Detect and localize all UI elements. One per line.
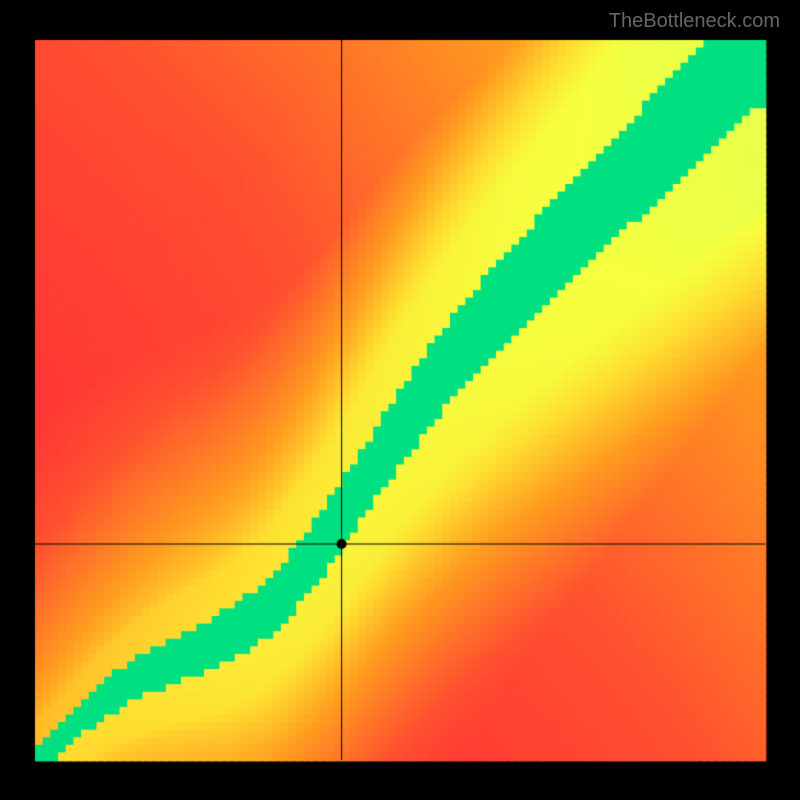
watermark-text: TheBottleneck.com xyxy=(609,10,780,33)
bottleneck-heatmap xyxy=(0,0,800,800)
chart-container: TheBottleneck.com xyxy=(0,0,800,800)
